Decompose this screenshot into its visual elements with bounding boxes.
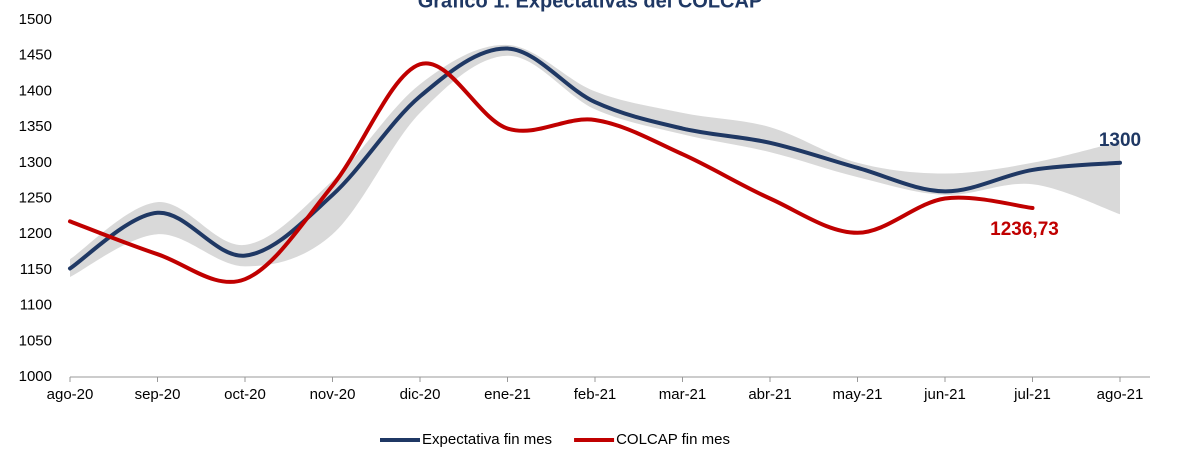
data-label: 1300 bbox=[1099, 130, 1141, 151]
y-tick-label: 1050 bbox=[19, 332, 52, 349]
y-tick-label: 1200 bbox=[19, 225, 52, 242]
legend-label: COLCAP fin mes bbox=[616, 431, 730, 448]
x-tick-label: ene-21 bbox=[484, 386, 531, 403]
x-tick-label: feb-21 bbox=[574, 386, 617, 403]
y-tick-label: 1400 bbox=[19, 82, 52, 99]
x-tick-label: ago-20 bbox=[47, 386, 94, 403]
data-label: 1236,73 bbox=[990, 219, 1059, 240]
x-tick-label: abr-21 bbox=[748, 386, 791, 403]
x-tick-label: ago-21 bbox=[1097, 386, 1144, 403]
chart-title: Gráfico 1. Expectativas del COLCAP bbox=[418, 0, 763, 12]
x-tick-label: mar-21 bbox=[659, 386, 707, 403]
x-tick-label: jun-21 bbox=[923, 386, 966, 403]
y-tick-label: 1450 bbox=[19, 47, 52, 64]
x-tick-label: nov-20 bbox=[310, 386, 356, 403]
legend-label: Expectativa fin mes bbox=[422, 431, 552, 448]
series-line bbox=[68, 46, 1122, 271]
y-tick-label: 1150 bbox=[20, 261, 52, 278]
y-tick-label: 1500 bbox=[19, 11, 52, 28]
y-tick-label: 1250 bbox=[19, 189, 52, 206]
x-tick-label: jul-21 bbox=[1013, 386, 1051, 403]
y-tick-label: 1350 bbox=[19, 118, 52, 135]
x-tick-label: sep-20 bbox=[135, 386, 181, 403]
y-tick-label: 1100 bbox=[20, 297, 52, 314]
x-tick-label: oct-20 bbox=[224, 386, 266, 403]
y-tick-label: 1000 bbox=[19, 368, 52, 385]
y-tick-label: 1300 bbox=[19, 154, 52, 171]
x-tick-label: dic-20 bbox=[400, 386, 441, 403]
range-band bbox=[70, 44, 1120, 278]
series-line bbox=[68, 61, 1035, 284]
x-tick-label: may-21 bbox=[832, 386, 882, 403]
